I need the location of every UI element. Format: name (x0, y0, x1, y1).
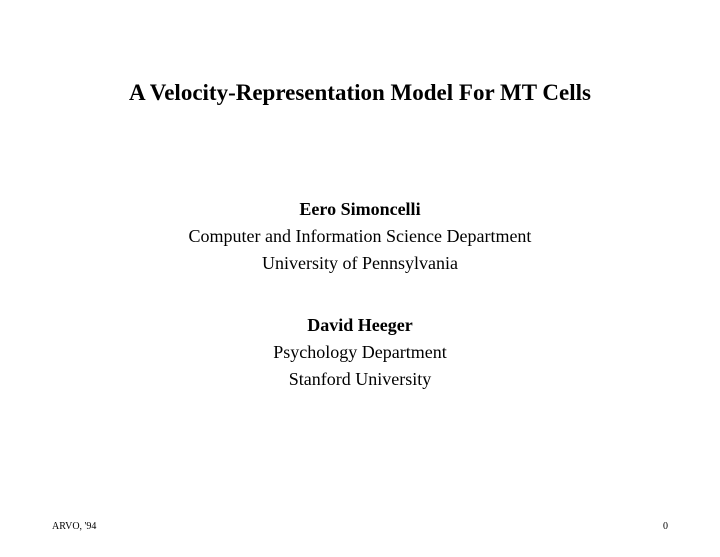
author-block-2: David Heeger Psychology Department Stanf… (273, 312, 446, 393)
author-university-1: University of Pennsylvania (189, 250, 532, 277)
footer-left: ARVO, '94 (52, 521, 96, 532)
author-department-1: Computer and Information Science Departm… (189, 223, 532, 250)
slide-container: A Velocity-Representation Model For MT C… (0, 0, 720, 557)
author-department-2: Psychology Department (273, 339, 446, 366)
footer-right: 0 (663, 521, 668, 532)
author-name-1: Eero Simoncelli (189, 196, 532, 223)
author-university-2: Stanford University (273, 366, 446, 393)
author-name-2: David Heeger (273, 312, 446, 339)
slide-title: A Velocity-Representation Model For MT C… (129, 80, 591, 106)
author-block-1: Eero Simoncelli Computer and Information… (189, 196, 532, 277)
